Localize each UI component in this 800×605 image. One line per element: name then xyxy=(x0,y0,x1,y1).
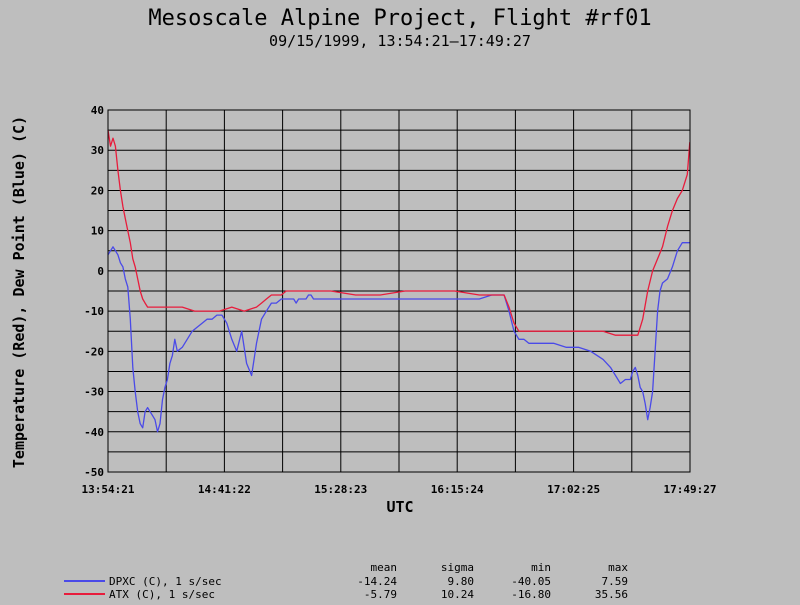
y-tick-label: 20 xyxy=(91,184,104,197)
legend-stat-min: -16.80 xyxy=(511,588,551,601)
legend-stat-sigma: 9.80 xyxy=(448,575,475,588)
y-tick-label: -10 xyxy=(84,305,104,318)
y-tick-label: -30 xyxy=(84,386,104,399)
legend-stat-mean: -5.79 xyxy=(364,588,397,601)
legend-header-max: max xyxy=(608,561,628,574)
y-axis-label: Temperature (Red), Dew Point (Blue) (C) xyxy=(10,116,28,468)
x-tick-label: 17:49:27 xyxy=(664,483,717,496)
plot-frame xyxy=(107,109,691,473)
series-lines xyxy=(107,130,691,433)
x-axis-label: UTC xyxy=(386,498,413,516)
temperature-line xyxy=(107,130,691,336)
legend: DPXC (C), 1 s/sec -14.24 9.80 -40.05 7.59 ATX… xyxy=(64,575,628,601)
legend-header: mean sigma min max xyxy=(371,561,629,574)
x-tick-label: 17:02:25 xyxy=(547,483,600,496)
legend-stat-min: -40.05 xyxy=(511,575,551,588)
chart-subtitle: 09/15/1999, 13:54:21–17:49:27 xyxy=(269,32,531,50)
legend-stat-max: 35.56 xyxy=(595,588,628,601)
y-tick-label: -20 xyxy=(84,345,104,358)
dewpoint-line xyxy=(107,242,690,433)
x-tick-label: 14:41:22 xyxy=(198,483,251,496)
legend-header-mean: mean xyxy=(371,561,398,574)
legend-stat-sigma: 10.24 xyxy=(441,588,474,601)
y-tick-label: 40 xyxy=(91,104,104,117)
legend-header-min: min xyxy=(531,561,551,574)
y-tick-label: 0 xyxy=(97,265,104,278)
x-tick-label: 16:15:24 xyxy=(431,483,484,496)
x-tick-label: 13:54:21 xyxy=(82,483,135,496)
y-tick-label: -40 xyxy=(84,426,104,439)
y-tick-label: -50 xyxy=(84,466,104,479)
y-tick-label: 30 xyxy=(91,144,104,157)
x-tick-label: 15:28:23 xyxy=(314,483,367,496)
chart-title: Mesoscale Alpine Project, Flight #rf01 xyxy=(148,6,651,31)
legend-series-name: DPXC (C), 1 s/sec xyxy=(109,575,222,588)
legend-stat-mean: -14.24 xyxy=(357,575,397,588)
x-tick-labels: 13:54:21 14:41:22 15:28:23 16:15:24 17:02:25… xyxy=(82,483,717,496)
y-tick-label: 10 xyxy=(91,225,104,238)
legend-header-sigma: sigma xyxy=(441,561,474,574)
grid xyxy=(107,109,691,473)
legend-stat-max: 7.59 xyxy=(602,575,629,588)
legend-series-name: ATX (C), 1 s/sec xyxy=(109,588,215,601)
y-tick-labels: 40 30 20 10 0 -10 -20 -30 -40 -50 xyxy=(84,104,104,479)
